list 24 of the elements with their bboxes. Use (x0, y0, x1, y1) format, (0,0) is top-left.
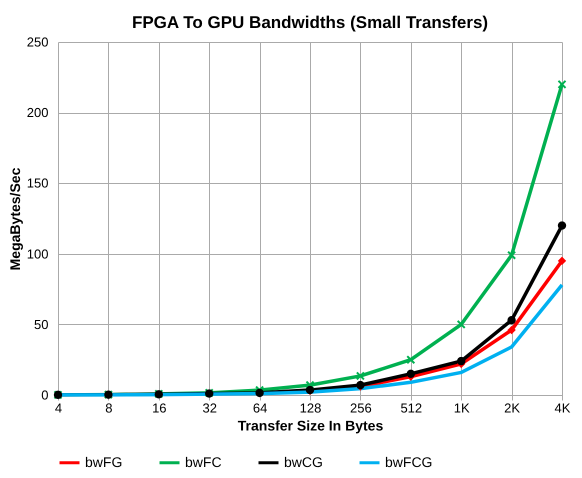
x-tick-label: 512 (400, 400, 422, 416)
x-tick-label: 64 (252, 400, 268, 416)
x-tick-label: 2K (504, 400, 520, 416)
y-tick-label: 100 (26, 246, 48, 262)
legend-label: bwFG (85, 454, 122, 470)
x-tick-label: 4 (54, 400, 62, 416)
x-axis-title: Transfer Size In Bytes (238, 418, 384, 434)
x-tick-label: 8 (105, 400, 113, 416)
x-tick-label: 256 (350, 400, 372, 416)
y-axis-title: MegaBytes/Sec (6, 167, 23, 270)
x-tick-label: 16 (152, 400, 167, 416)
x-tick-label: 4K (554, 400, 571, 416)
y-tick-label: 0 (41, 388, 48, 402)
legend-label: bwCG (284, 454, 323, 470)
y-tick-label: 250 (26, 34, 48, 50)
legend-label: bwFC (185, 454, 222, 470)
x-tick-label: 32 (202, 400, 217, 416)
y-tick-label: 50 (34, 316, 48, 332)
x-tick-label: 128 (300, 400, 322, 416)
legend-label: bwFCG (385, 454, 432, 470)
y-tick-label: 200 (26, 105, 48, 120)
y-tick-label: 150 (26, 176, 48, 191)
chart-title: FPGA To GPU Bandwidths (Small Transfers) (132, 13, 488, 32)
x-tick-label: 1K (454, 400, 470, 416)
